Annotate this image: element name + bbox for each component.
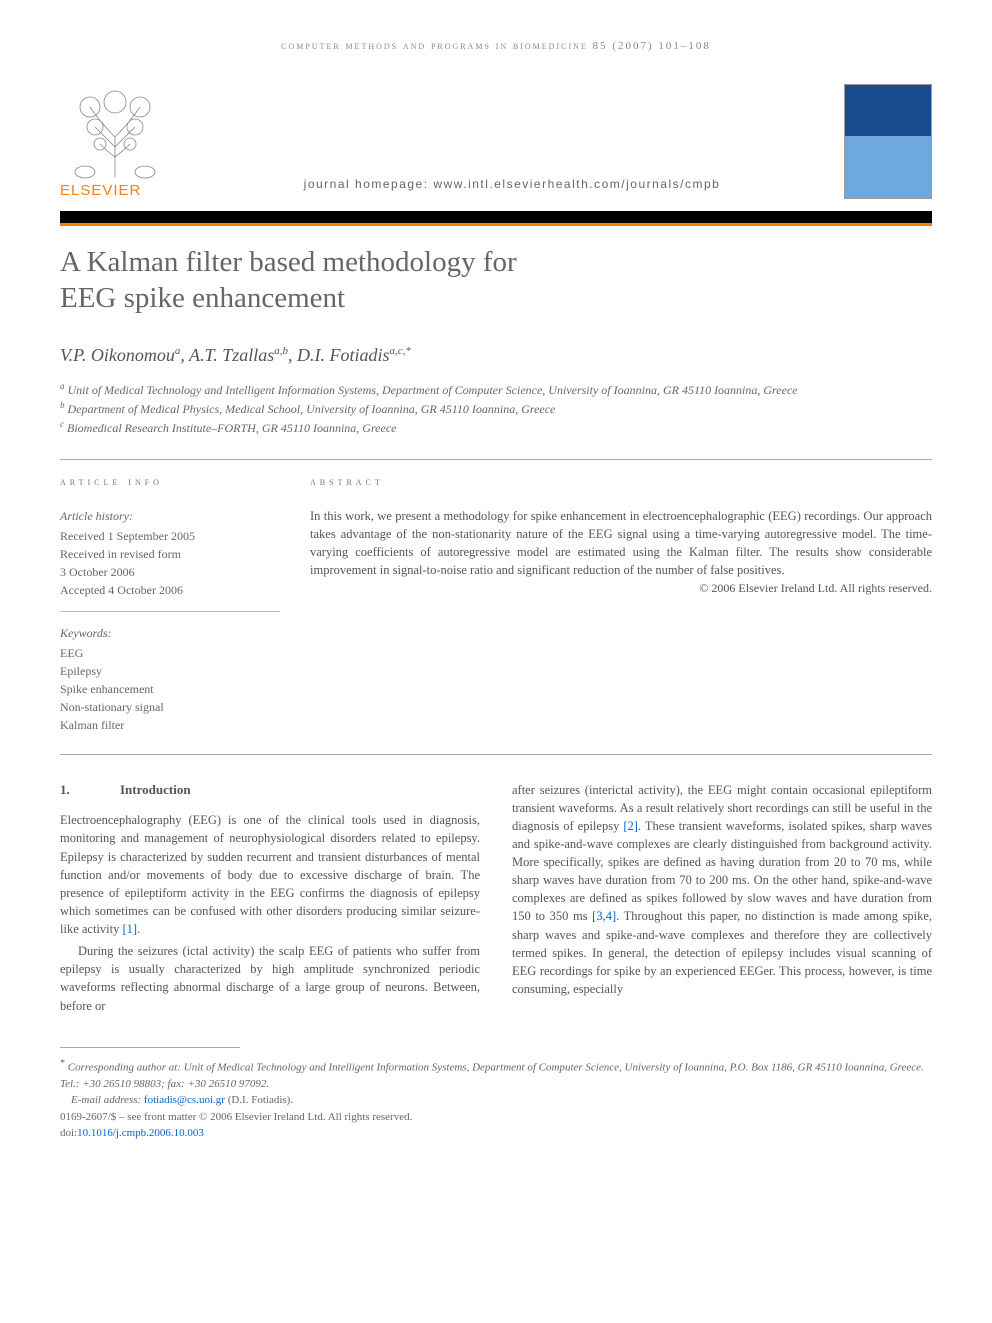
- footnotes: * Corresponding author at: Unit of Medic…: [60, 1056, 932, 1142]
- abstract-column: abstract In this work, we present a meth…: [310, 474, 932, 740]
- doi-link[interactable]: 10.1016/j.cmpb.2006.10.003: [77, 1127, 204, 1139]
- section-1-num: 1.: [60, 781, 120, 800]
- author-1-affil: a: [175, 345, 181, 357]
- affiliation-a: a Unit of Medical Technology and Intelli…: [60, 380, 932, 399]
- email-line: E-mail address: fotiadis@cs.uoi.gr (D.I.…: [60, 1092, 932, 1109]
- article-title: A Kalman filter based methodology for EE…: [60, 244, 932, 317]
- history-revised-2: 3 October 2006: [60, 563, 280, 581]
- affiliation-b: b Department of Medical Physics, Medical…: [60, 399, 932, 418]
- body-p3: after seizures (interictal activity), th…: [512, 781, 932, 999]
- email-link[interactable]: fotiadis@cs.uoi.gr: [144, 1094, 225, 1106]
- authors-line: V.P. Oikonomoua, A.T. Tzallasa,b, D.I. F…: [60, 345, 932, 366]
- ref-link-34[interactable]: [3,4]: [592, 909, 616, 923]
- info-divider: [60, 611, 280, 612]
- keyword-5: Kalman filter: [60, 716, 280, 734]
- author-1: V.P. Oikonomou: [60, 345, 175, 365]
- section-1-heading: 1.Introduction: [60, 781, 480, 800]
- divider-bottom: [60, 754, 932, 755]
- keyword-2: Epilepsy: [60, 662, 280, 680]
- journal-cover-thumbnail: [844, 84, 932, 199]
- elsevier-tree-icon: [60, 82, 170, 182]
- keywords-label: Keywords:: [60, 624, 280, 642]
- front-matter-line: 0169-2607/$ – see front matter © 2006 El…: [60, 1109, 932, 1126]
- author-2: A.T. Tzallas: [189, 345, 274, 365]
- author-3-affil: a,c,*: [389, 345, 410, 357]
- page-container: computer methods and programs in biomedi…: [0, 0, 992, 1172]
- body-columns: 1.Introduction Electroencephalography (E…: [60, 781, 932, 1019]
- keyword-1: EEG: [60, 644, 280, 662]
- doi-line: doi:10.1016/j.cmpb.2006.10.003: [60, 1125, 932, 1142]
- history-accepted: Accepted 4 October 2006: [60, 581, 280, 599]
- history-label: Article history:: [60, 507, 280, 525]
- body-p2: During the seizures (ictal activity) the…: [60, 942, 480, 1015]
- article-info-heading: article info: [60, 474, 280, 489]
- affiliations: a Unit of Medical Technology and Intelli…: [60, 380, 932, 437]
- ref-link-1[interactable]: [1]: [122, 922, 137, 936]
- title-bar-black: [60, 211, 932, 223]
- elsevier-logo: ELSEVIER: [60, 82, 180, 199]
- keywords-block: Keywords: EEG Epilepsy Spike enhancement…: [60, 624, 280, 734]
- keyword-4: Non-stationary signal: [60, 698, 280, 716]
- title-bar-orange: [60, 223, 932, 226]
- info-abstract-row: article info Article history: Received 1…: [60, 474, 932, 740]
- body-p1: Electroencephalography (EEG) is one of t…: [60, 811, 480, 938]
- running-header: computer methods and programs in biomedi…: [60, 40, 932, 52]
- ref-link-2[interactable]: [2]: [623, 819, 638, 833]
- elsevier-wordmark: ELSEVIER: [60, 182, 180, 199]
- abstract-text: In this work, we present a methodology f…: [310, 507, 932, 580]
- abstract-copyright: © 2006 Elsevier Ireland Ltd. All rights …: [310, 581, 932, 596]
- body-column-right: after seizures (interictal activity), th…: [512, 781, 932, 1019]
- corresponding-author: * Corresponding author at: Unit of Medic…: [60, 1056, 932, 1093]
- header-row: ELSEVIER journal homepage: www.intl.else…: [60, 82, 932, 199]
- history-revised-1: Received in revised form: [60, 545, 280, 563]
- journal-homepage: journal homepage: www.intl.elsevierhealt…: [180, 177, 844, 199]
- divider-top: [60, 459, 932, 460]
- title-line-1: A Kalman filter based methodology for: [60, 246, 517, 278]
- author-2-affil: a,b: [274, 345, 288, 357]
- section-1-title: Introduction: [120, 782, 191, 797]
- keyword-3: Spike enhancement: [60, 680, 280, 698]
- abstract-heading: abstract: [310, 474, 932, 489]
- article-history: Article history: Received 1 September 20…: [60, 507, 280, 599]
- footer-divider: [60, 1047, 240, 1048]
- author-3: D.I. Fotiadis: [297, 345, 390, 365]
- body-column-left: 1.Introduction Electroencephalography (E…: [60, 781, 480, 1019]
- article-info-column: article info Article history: Received 1…: [60, 474, 280, 740]
- title-line-2: EEG spike enhancement: [60, 282, 345, 314]
- affiliation-c: c Biomedical Research Institute–FORTH, G…: [60, 418, 932, 437]
- history-received: Received 1 September 2005: [60, 527, 280, 545]
